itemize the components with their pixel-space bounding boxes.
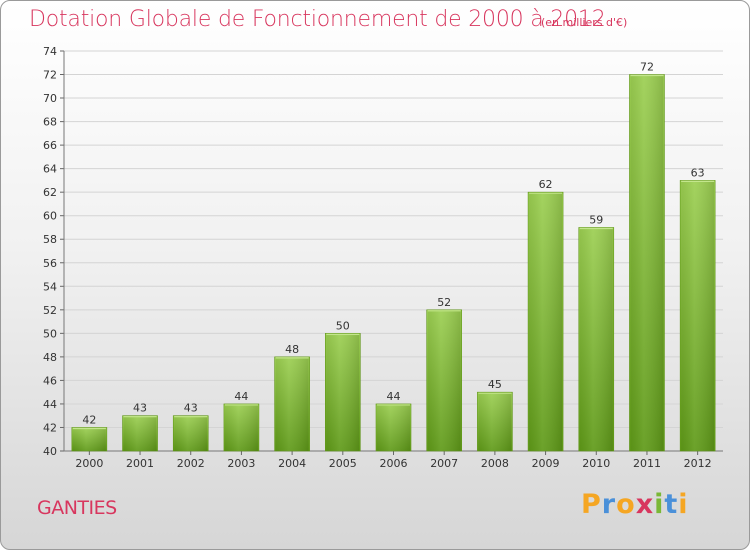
bar-shade xyxy=(529,193,563,452)
data-label: 48 xyxy=(285,343,299,356)
bar-shade xyxy=(478,393,512,451)
bar-shade xyxy=(123,416,157,451)
data-label: 43 xyxy=(133,402,147,415)
data-label: 52 xyxy=(437,296,451,309)
y-tick-label: 54 xyxy=(43,280,57,293)
data-label: 43 xyxy=(184,402,198,415)
y-tick-label: 52 xyxy=(43,304,57,317)
bar-shade xyxy=(72,428,106,451)
y-tick-label: 42 xyxy=(43,421,57,434)
logo-letter: r xyxy=(601,489,617,520)
data-label: 62 xyxy=(539,178,553,191)
x-tick-label: 2007 xyxy=(430,457,458,470)
x-tick-label: 2004 xyxy=(278,457,306,470)
proxiti-logo: Proxiti xyxy=(581,489,689,520)
data-label: 72 xyxy=(640,61,654,74)
bar-2004 xyxy=(274,356,310,452)
data-label: 44 xyxy=(234,390,248,403)
logo-letter: i xyxy=(654,489,665,520)
x-tick-label: 2006 xyxy=(380,457,408,470)
logo-letter: P xyxy=(581,489,602,520)
chart-title: Dotation Globale de Fonctionnement de 20… xyxy=(29,7,606,32)
x-tick-label: 2000 xyxy=(75,457,103,470)
bar-shade xyxy=(224,404,258,451)
y-tick-label: 60 xyxy=(43,210,57,223)
x-tick-label: 2001 xyxy=(126,457,154,470)
bar-2003 xyxy=(223,403,260,452)
data-label: 50 xyxy=(336,319,350,332)
data-label: 63 xyxy=(691,166,705,179)
y-tick-label: 64 xyxy=(43,163,57,176)
y-tick-label: 46 xyxy=(43,374,57,387)
bar-shade xyxy=(377,404,410,451)
bar-shade xyxy=(326,334,360,451)
y-tick-label: 62 xyxy=(43,186,57,199)
bar-shade xyxy=(174,416,208,451)
bar-shade xyxy=(427,310,461,451)
logo-letter: x xyxy=(635,489,655,520)
data-label: 45 xyxy=(488,378,502,391)
y-tick-label: 56 xyxy=(43,257,57,270)
bar-shade xyxy=(579,228,613,451)
bar-2006 xyxy=(375,403,412,452)
y-tick-label: 40 xyxy=(43,445,57,458)
bar-2011 xyxy=(629,74,665,452)
bar-shade xyxy=(275,357,309,451)
bar-2001 xyxy=(122,415,158,452)
bar-2010 xyxy=(578,227,615,452)
logo-letter: t xyxy=(664,489,679,520)
bar-shade xyxy=(630,75,664,451)
y-tick-label: 74 xyxy=(43,45,57,58)
x-tick-label: 2008 xyxy=(481,457,509,470)
x-tick-label: 2002 xyxy=(177,457,205,470)
data-label: 59 xyxy=(589,213,603,226)
x-tick-label: 2005 xyxy=(329,457,357,470)
y-tick-label: 72 xyxy=(43,69,57,82)
bar-2012 xyxy=(679,180,716,452)
bar-2009 xyxy=(527,191,564,452)
data-label: 42 xyxy=(82,413,96,426)
y-tick-label: 66 xyxy=(43,139,57,152)
data-label: 44 xyxy=(387,390,401,403)
x-tick-label: 2010 xyxy=(582,457,610,470)
y-tick-label: 70 xyxy=(43,92,57,105)
commune-name: GANTIES xyxy=(37,497,117,519)
y-tick-label: 68 xyxy=(43,116,57,129)
x-tick-label: 2009 xyxy=(532,457,560,470)
x-tick-label: 2011 xyxy=(633,457,661,470)
bar-2000 xyxy=(71,427,108,452)
y-tick-label: 58 xyxy=(43,233,57,246)
bar-2007 xyxy=(426,309,462,452)
x-tick-label: 2003 xyxy=(227,457,255,470)
y-tick-label: 44 xyxy=(43,398,57,411)
logo-letter: o xyxy=(616,489,636,520)
chart-subtitle: (en milliers d'€) xyxy=(541,16,628,29)
x-tick-label: 2012 xyxy=(684,457,712,470)
bar-2005 xyxy=(325,333,361,452)
logo-letter: i xyxy=(678,489,689,520)
bar-shade xyxy=(681,181,715,452)
y-tick-label: 48 xyxy=(43,351,57,364)
bar-2002 xyxy=(172,415,209,452)
y-tick-label: 50 xyxy=(43,327,57,340)
bar-2008 xyxy=(477,391,513,452)
